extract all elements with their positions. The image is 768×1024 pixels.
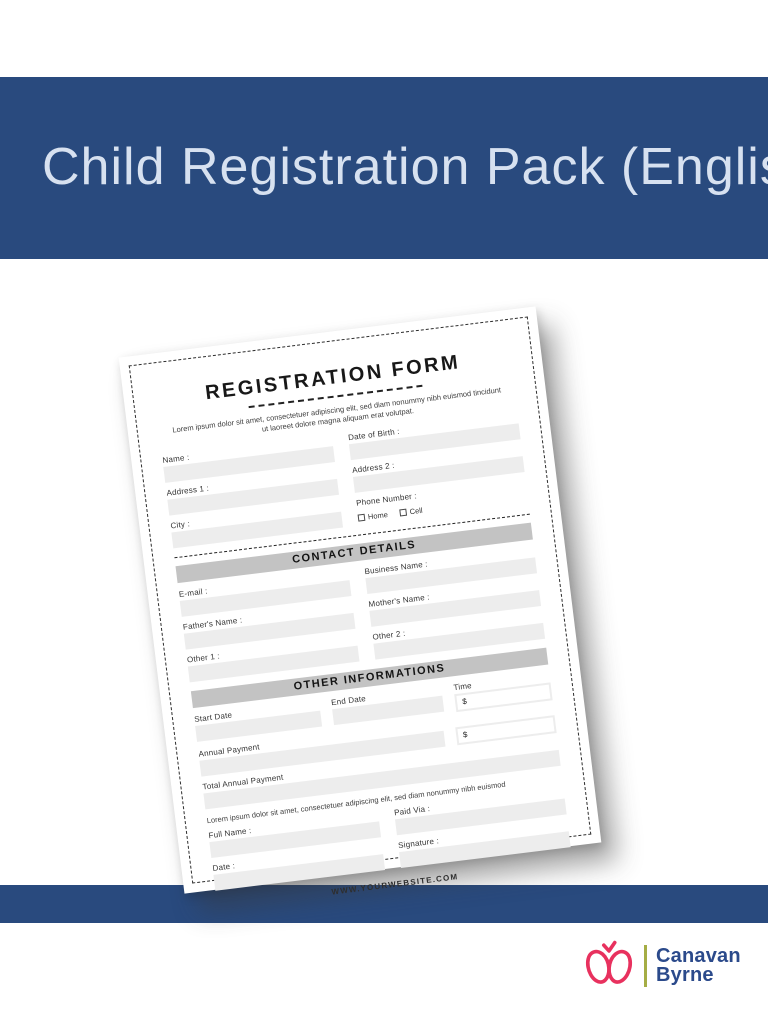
home-option: Home xyxy=(357,510,388,523)
canavan-byrne-logo: Canavan Byrne xyxy=(583,940,741,992)
cell-option: Cell xyxy=(399,506,423,518)
cell-label: Cell xyxy=(409,505,423,517)
paper-content: REGISTRATION FORM Lorem ipsum dolor sit … xyxy=(131,319,589,897)
registration-form-paper: REGISTRATION FORM Lorem ipsum dolor sit … xyxy=(118,306,602,897)
logo-text: Canavan Byrne xyxy=(656,945,741,986)
cell-checkbox xyxy=(399,508,408,517)
currency-symbol: $ xyxy=(457,717,555,744)
logo-line2: Byrne xyxy=(656,964,714,986)
field-time: Time $ xyxy=(453,672,553,713)
home-label: Home xyxy=(367,509,389,522)
logo-line1: Canavan xyxy=(656,945,741,967)
bottom-accent-bar xyxy=(0,885,768,923)
logo-separator xyxy=(644,945,647,987)
butterfly-heart-icon xyxy=(585,940,633,984)
home-checkbox xyxy=(357,513,366,522)
page-title: Child Registration Pack (English) xyxy=(42,137,768,196)
title-banner: Child Registration Pack (English) xyxy=(0,77,768,259)
